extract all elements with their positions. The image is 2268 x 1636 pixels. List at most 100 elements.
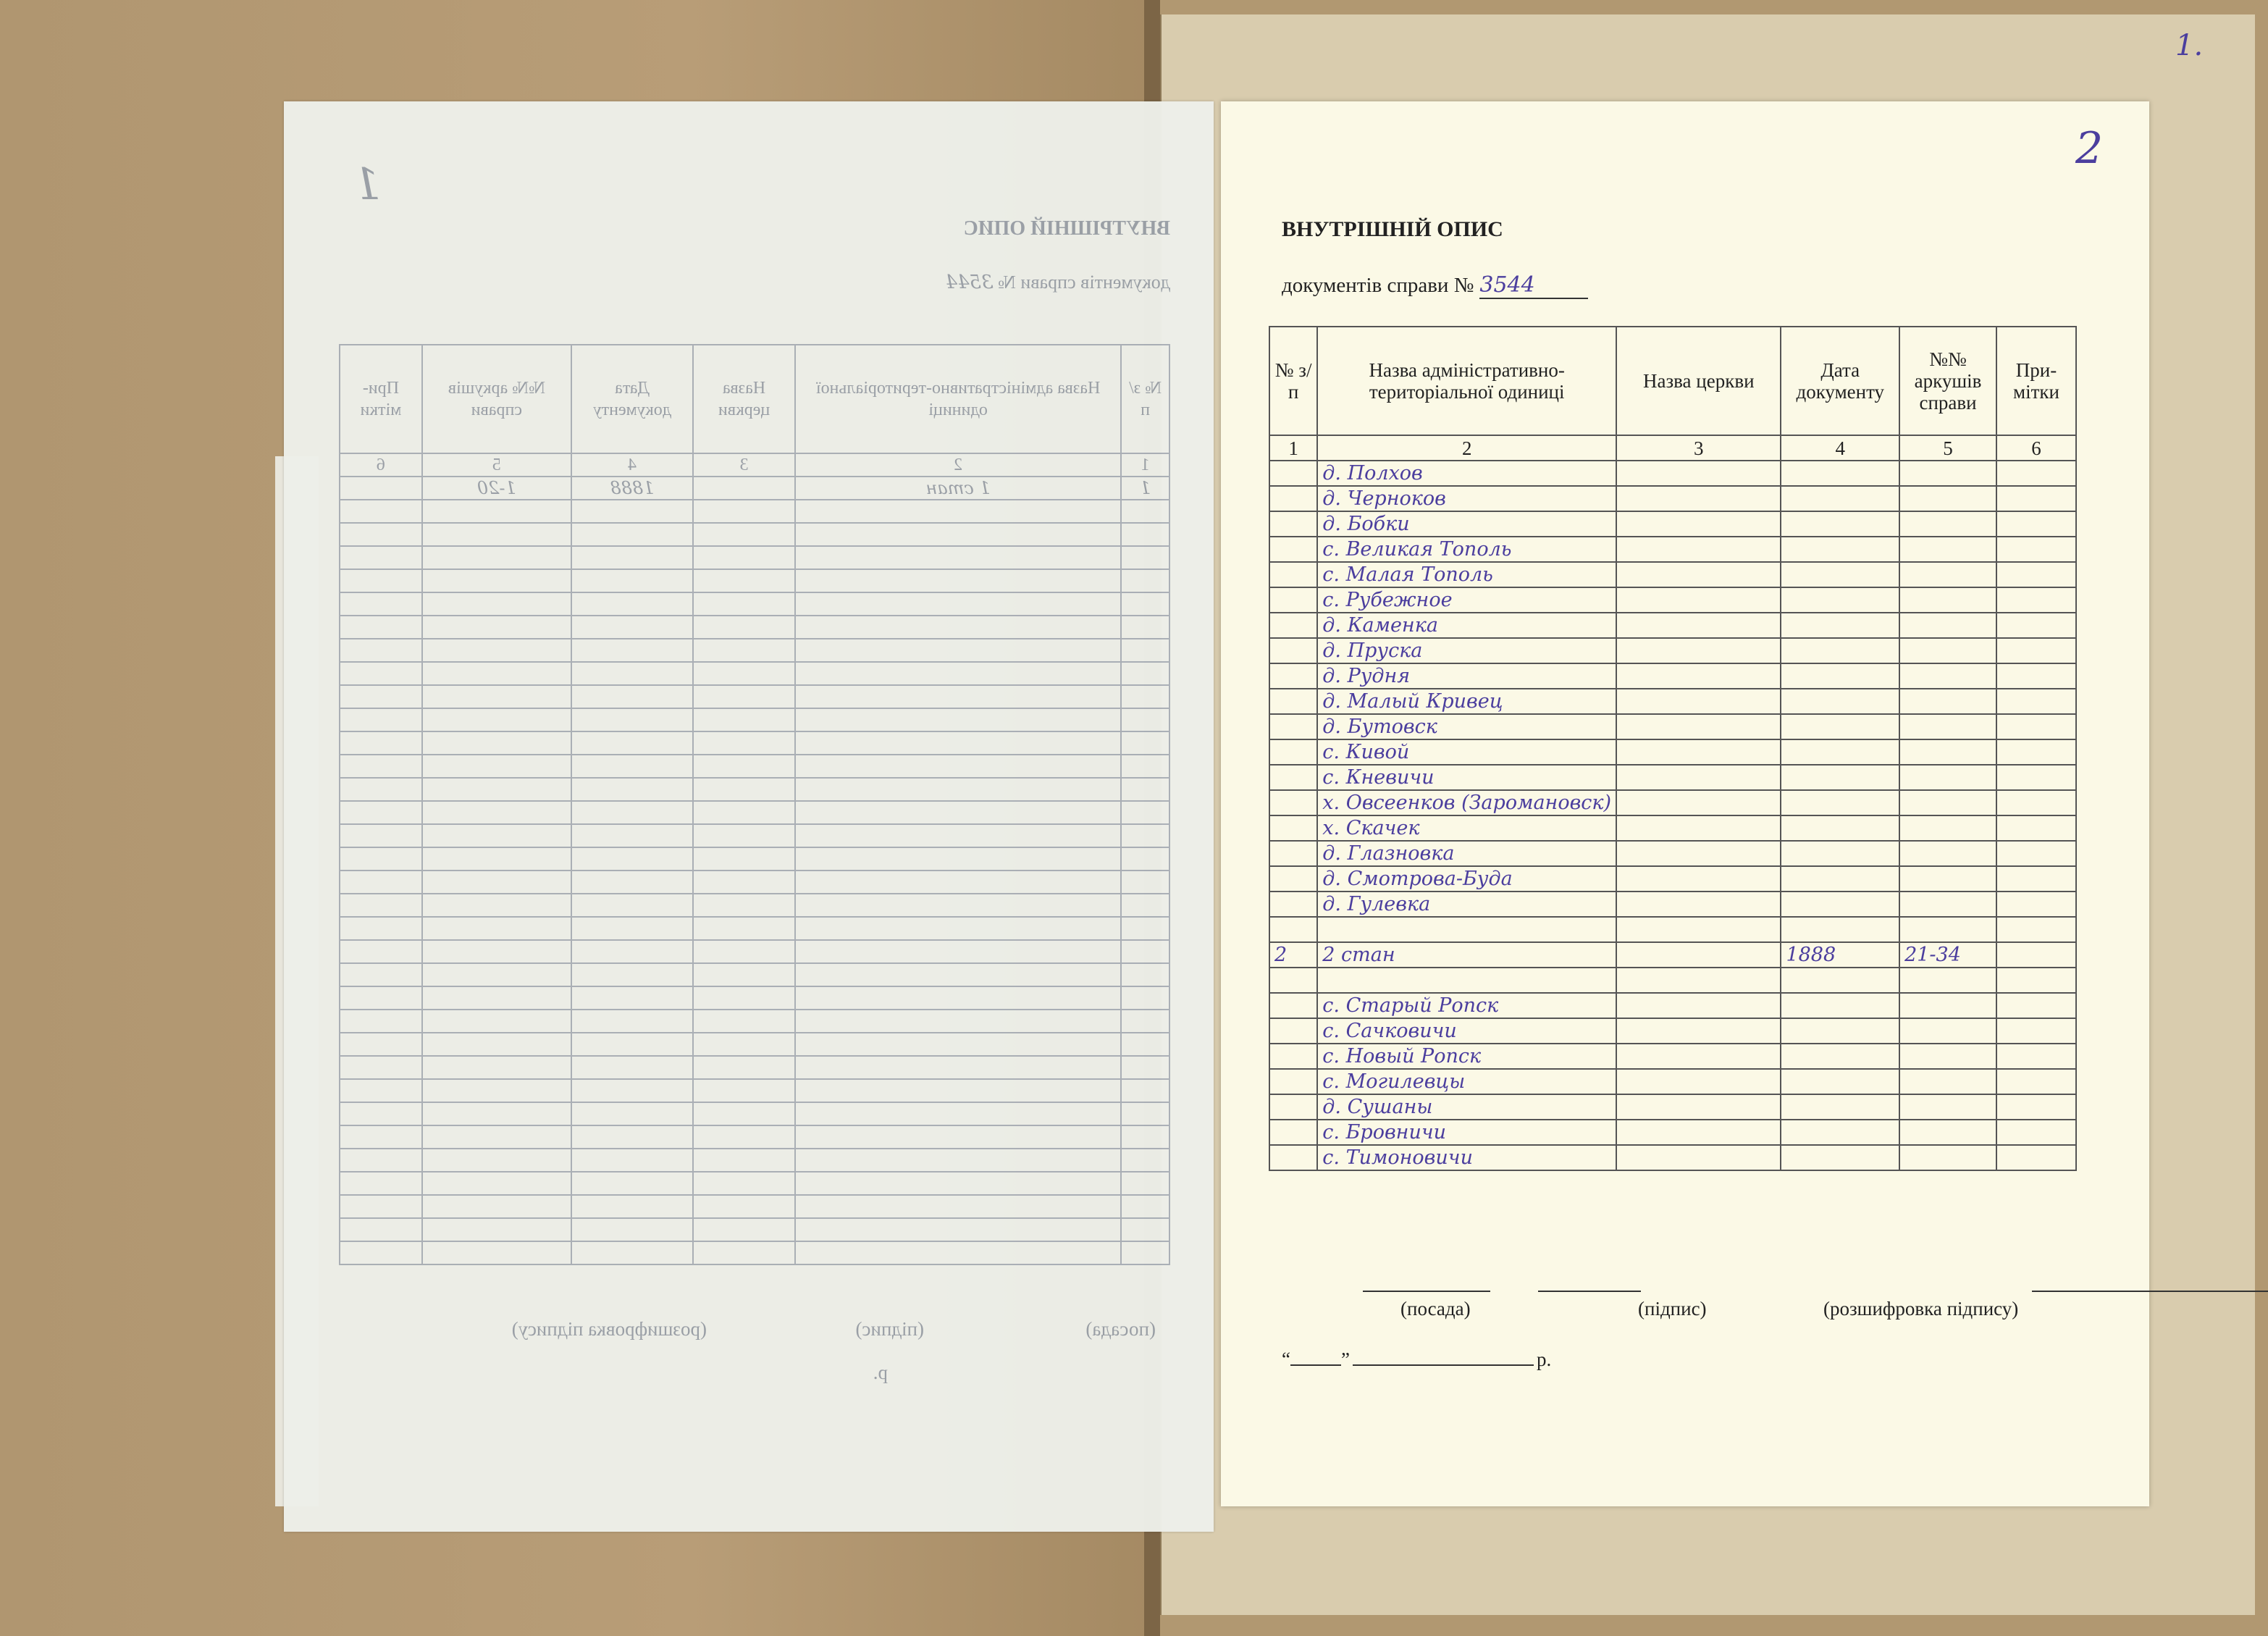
left-cell (571, 1033, 694, 1056)
col-number-2: 2 (1316, 435, 1618, 461)
cell-date (1780, 992, 1901, 1019)
cell-date (1780, 967, 1901, 994)
cell-sheets: 21-34 (1899, 941, 1998, 968)
cell-notes (1996, 511, 2077, 537)
cell-num (1268, 967, 1319, 994)
cell-unit: с. Тимоновичи (1316, 1144, 1618, 1171)
cell-church (1616, 789, 1782, 816)
left-table-row (340, 546, 1169, 569)
left-cell (795, 963, 1122, 986)
left-cell (571, 731, 694, 755)
table-row: с. Сачковичи (1268, 1018, 2077, 1044)
left-cell (571, 685, 694, 708)
left-table-row (340, 639, 1169, 662)
left-cell (693, 1033, 796, 1056)
left-cell (1121, 1125, 1169, 1149)
left-cell (1121, 708, 1169, 731)
cell-num (1268, 840, 1319, 867)
cell-unit: с. Великая Тополь (1316, 536, 1618, 563)
cell-num (1268, 536, 1319, 563)
cell-unit: с. Бровничи (1316, 1119, 1618, 1146)
table-row: с. Рубежное (1268, 587, 2077, 613)
left-cell: 1 (1121, 477, 1169, 500)
left-cell (795, 616, 1122, 639)
left-cell (795, 662, 1122, 685)
cell-date (1780, 1043, 1901, 1070)
cell-num (1268, 764, 1319, 791)
cell-num (1268, 1144, 1319, 1171)
left-cell (421, 1195, 571, 1218)
left-cell (340, 662, 422, 685)
left-cell (795, 685, 1122, 708)
table-row: с. Старый Ропск (1268, 992, 2077, 1019)
cell-notes (1996, 561, 2077, 588)
left-table-row (340, 871, 1169, 894)
left-title: ВНУТРІШНІЙ ОПИС (963, 217, 1170, 240)
left-cell (693, 685, 796, 708)
cell-sheets (1899, 587, 1998, 613)
cell-church (1616, 713, 1782, 740)
left-cell (693, 778, 796, 801)
left-cell (693, 917, 796, 940)
left-table-row (340, 894, 1169, 917)
left-table-row (340, 685, 1169, 708)
cell-church (1616, 587, 1782, 613)
left-cell (421, 1241, 571, 1264)
left-cell (571, 616, 694, 639)
left-cell (795, 592, 1122, 616)
left-cell (421, 917, 571, 940)
left-cell (693, 477, 796, 500)
left-cell (795, 1149, 1122, 1172)
left-cell (1121, 731, 1169, 755)
left-cell (795, 1079, 1122, 1102)
left-cell (421, 824, 571, 847)
left-col-number-3: 3 (693, 453, 796, 477)
case-number-field: 3544 (1479, 272, 1589, 299)
left-cell (1121, 569, 1169, 592)
cell-date (1780, 1094, 1901, 1120)
col-number-5: 5 (1899, 435, 1998, 461)
left-cell (421, 1010, 571, 1033)
left-cell (340, 801, 422, 824)
cell-sheets (1899, 612, 1998, 639)
left-cell (340, 1033, 422, 1056)
left-cell (571, 871, 694, 894)
left-cell (1121, 662, 1169, 685)
table-row: д. Глазновка (1268, 840, 2077, 867)
cell-date (1780, 1119, 1901, 1146)
table-row: д. Полхов (1268, 460, 2077, 487)
cell-date (1780, 612, 1901, 639)
cell-num (1268, 865, 1319, 892)
cell-num (1268, 1094, 1319, 1120)
left-cell (340, 708, 422, 731)
left-cell (421, 940, 571, 963)
left-cell (795, 986, 1122, 1010)
cell-sheets (1899, 713, 1998, 740)
cell-unit: с. Могилевцы (1316, 1068, 1618, 1095)
header-col-3: Назва церкви (1616, 326, 1782, 436)
left-cell (421, 847, 571, 871)
cell-church (1616, 536, 1782, 563)
left-page-showthrough: 1 ВНУТРІШНІЙ ОПИС документів справи № 35… (284, 101, 1214, 1532)
left-cell (1121, 940, 1169, 963)
left-cell (1121, 778, 1169, 801)
left-cell: 1888 (571, 477, 694, 500)
cell-date (1780, 739, 1901, 765)
left-cell (693, 986, 796, 1010)
cell-church (1616, 764, 1782, 791)
left-cell (340, 1010, 422, 1033)
cell-sheets (1899, 789, 1998, 816)
cell-notes (1996, 891, 2077, 918)
left-table-row (340, 1125, 1169, 1149)
left-cell (1121, 616, 1169, 639)
left-cell (421, 755, 571, 778)
cell-church (1616, 485, 1782, 512)
left-cell (1121, 1149, 1169, 1172)
cell-sheets (1899, 916, 1998, 943)
left-cell (340, 986, 422, 1010)
left-cell (693, 1218, 796, 1241)
cell-date (1780, 460, 1901, 487)
left-header-col-3: Назва церкви (693, 345, 796, 453)
left-cell (421, 778, 571, 801)
cell-sheets (1899, 815, 1998, 842)
